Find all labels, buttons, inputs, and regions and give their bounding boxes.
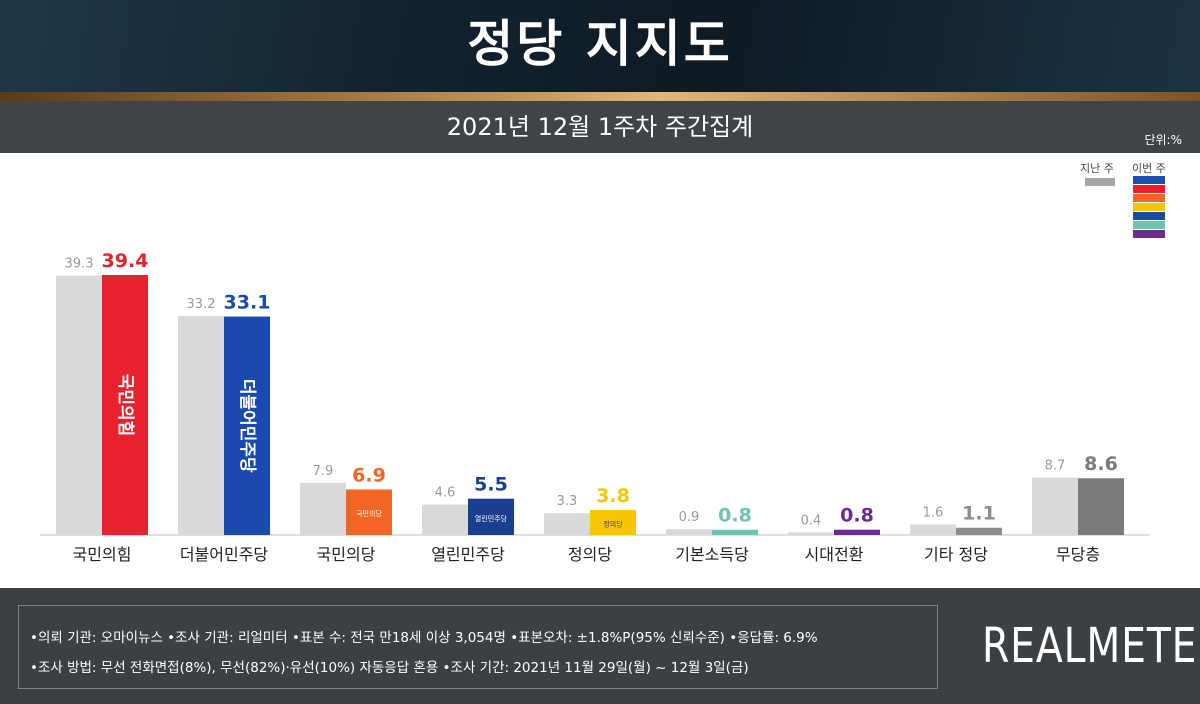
legend-current-swatch [1133,203,1165,211]
legend-current-swatch [1133,230,1165,238]
bar-previous [300,482,346,535]
survey-info-line-2: •조사 방법: 무선 전화면접(8%), 무선(82%)·유선(10%) 자동응… [30,660,749,676]
page-title: 정당 지지도 [467,15,733,73]
category-label: 국민의힘 [73,545,132,564]
realmeter-logo: REALMETER [982,618,1200,674]
value-label-current: 0.8 [840,505,874,527]
bar-current [712,529,758,535]
category-label: 시대전환 [805,545,864,564]
bar-previous [666,529,712,535]
value-label-current: 33.1 [224,292,271,314]
category-label: 국민의당 [317,545,376,564]
bar-previous [910,524,956,535]
party-logo-text: 더불어민주당 [237,379,257,473]
category-label: 정의당 [568,545,612,564]
legend-current-swatch [1133,176,1165,184]
category-label: 기본소득당 [675,545,749,564]
party-logo-text: 정의당 [603,519,623,528]
value-label-current: 39.4 [102,250,149,272]
value-label-previous: 0.4 [801,513,822,528]
value-label-previous: 39.3 [65,257,94,272]
unit-label: 단위:% [1144,133,1182,147]
legend-current-swatch [1133,185,1165,193]
value-label-previous: 3.3 [557,494,578,509]
value-label-previous: 33.2 [187,297,216,312]
subheader-bar: 2021년 12월 1주차 주간집계 단위:% [0,101,1200,153]
legend-previous-label: 지난 주 [1080,162,1114,175]
survey-info-box [18,605,938,689]
legend-current-swatch [1133,221,1165,229]
bar-current [1078,478,1124,535]
party-logo-text: 열린민주당 [475,514,508,523]
bar-current [224,316,270,535]
bar-current [468,498,514,535]
bar-current [346,489,392,535]
value-label-previous: 4.6 [435,486,456,501]
category-label: 열린민주당 [431,545,505,564]
category-label: 무당층 [1056,545,1100,564]
bar-current [590,509,636,535]
bar-current [102,274,148,535]
value-label-current: 6.9 [352,464,386,486]
bar-previous [178,315,224,535]
bar-previous [788,532,834,535]
legend-current-swatch [1133,194,1165,202]
bar-previous [544,513,590,535]
bar-current [956,527,1002,535]
bar-previous [56,275,102,535]
value-label-previous: 7.9 [313,464,334,479]
value-label-current: 8.6 [1084,453,1118,475]
legend-current-label: 이번 주 [1132,162,1166,175]
party-logo-text: 국민의당 [356,509,382,518]
legend-previous-swatch [1085,178,1115,186]
chart-subtitle: 2021년 12월 1주차 주간집계 [446,113,754,141]
value-label-current: 3.8 [596,485,630,507]
bar-current [834,529,880,535]
legend-current-swatch [1133,212,1165,220]
divider [0,92,1200,101]
survey-info-line-1: •의뢰 기관: 오마이뉴스 •조사 기관: 리얼미터 •표본 수: 전국 만18… [30,630,818,646]
footer [0,588,1200,704]
party-logo-text: 국민의힘 [115,374,136,437]
value-label-current: 1.1 [962,503,996,525]
value-label-current: 0.8 [718,505,752,527]
value-label-current: 5.5 [474,474,508,496]
value-label-previous: 0.9 [679,510,700,525]
header-banner: 정당 지지도 [0,0,1200,92]
category-label: 더불어민주당 [180,545,269,564]
category-label: 기타 정당 [924,545,988,564]
bar-previous [1032,477,1078,535]
value-label-previous: 8.7 [1045,459,1066,474]
value-label-previous: 1.6 [923,505,944,520]
bar-previous [422,504,468,535]
